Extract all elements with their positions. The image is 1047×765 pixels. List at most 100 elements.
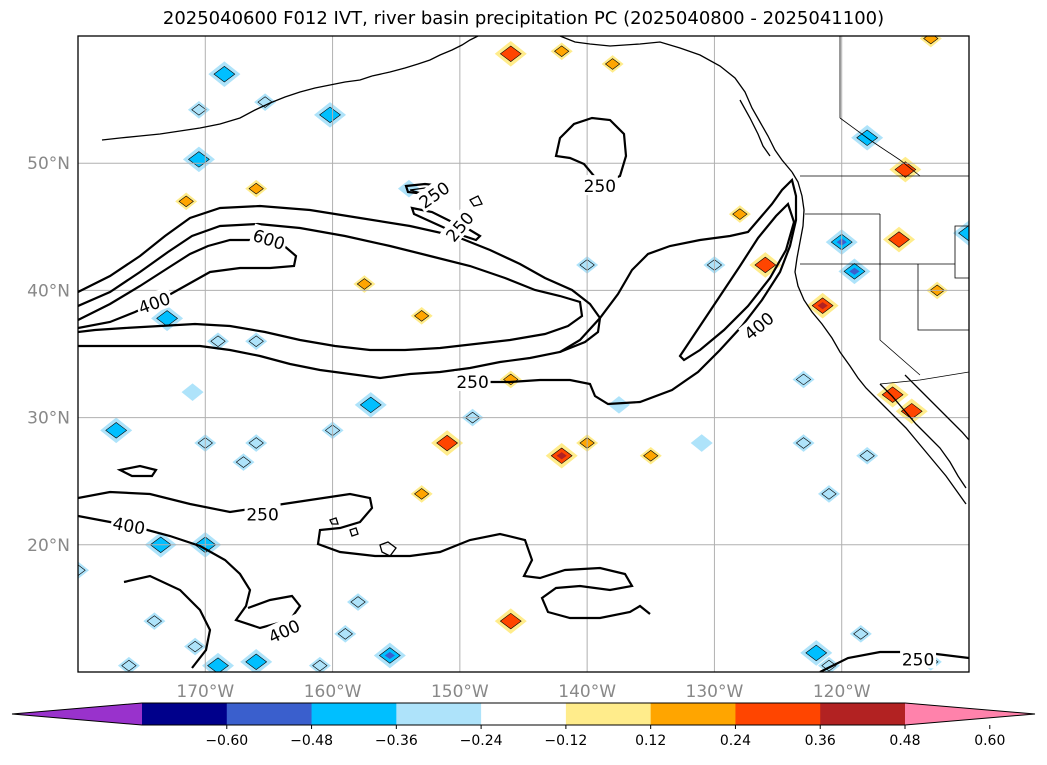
colorbar-tick-label: −0.60 <box>205 733 248 749</box>
border-nv-ut <box>917 264 969 331</box>
border-us-mexico <box>879 371 969 385</box>
svg-text:250: 250 <box>456 373 488 393</box>
precip-patch <box>494 608 527 634</box>
gridlines <box>78 36 969 672</box>
ivt-contour-400-east <box>678 201 796 362</box>
precip-patch <box>800 640 833 666</box>
ivt-contour-250-cutoff <box>554 116 628 184</box>
colorbar-segment <box>650 703 736 725</box>
latitude-tick-label: 20°N <box>27 536 70 556</box>
precip-patch <box>550 42 573 61</box>
latitude-tick-label: 50°N <box>27 154 70 174</box>
longitude-tick-label: 120°W <box>813 682 871 702</box>
colorbar: −0.60 −0.48 −0.36 −0.24 −0.12 0.12 0.24 0.36 0.4… <box>11 702 1036 749</box>
contour-label: 400 <box>109 511 149 539</box>
precip-patch <box>78 561 89 580</box>
precip-patch <box>838 258 871 285</box>
coastline-aleutians <box>101 75 373 141</box>
precip-patch <box>397 179 420 198</box>
ivt-contour-250-east <box>455 177 798 406</box>
precip-patch <box>919 36 942 48</box>
colorbar-tick-label: −0.12 <box>544 733 587 749</box>
precip-patch <box>245 434 268 452</box>
precip-patch <box>882 226 915 253</box>
precip-patch <box>792 370 815 389</box>
island-hawaii-1 <box>379 541 397 557</box>
precip-patch <box>856 446 879 465</box>
precip-patch <box>232 453 255 471</box>
coastline-bc-islands <box>739 99 771 157</box>
precip-patch <box>545 442 578 469</box>
coastline-west-us <box>791 171 967 505</box>
precip-patch <box>601 55 624 73</box>
colorbar-tick-label: −0.24 <box>460 733 503 749</box>
border-layer <box>800 36 969 385</box>
colorbar-extend-high <box>905 703 1035 725</box>
colorbar-outline <box>11 702 1036 726</box>
colorbar-tick-label: −0.48 <box>290 733 333 749</box>
precip-patch <box>494 41 527 67</box>
latitude-tick-label: 30°N <box>27 409 70 429</box>
contour-label: 250 <box>581 175 618 197</box>
precip-patch <box>202 652 235 672</box>
precip-patch <box>245 179 268 198</box>
ivt-contour-250-se <box>819 650 969 672</box>
colorbar-segment <box>226 703 313 725</box>
precip-patch <box>184 637 207 656</box>
colorbar-segment <box>311 703 397 725</box>
colorbar-tick-label: 0.36 <box>805 733 836 749</box>
colorbar-tick-label: 0.24 <box>720 733 751 749</box>
precip-patch <box>431 430 464 456</box>
precip-patch <box>373 642 406 669</box>
ivt-contour-250-south <box>78 490 651 620</box>
precip-patch <box>410 307 433 325</box>
map-background <box>78 36 969 672</box>
latitude-ticks: 20°N 30°N 40°N 50°N <box>27 154 70 556</box>
precip-patch <box>749 252 782 278</box>
precip-patch <box>972 278 1004 304</box>
colorbar-segment <box>820 703 906 725</box>
precip-patch <box>240 649 273 672</box>
precip-patch <box>792 434 815 452</box>
longitude-tick-label: 160°W <box>304 682 362 702</box>
longitude-tick-label: 170°W <box>176 682 234 702</box>
svg-text:250: 250 <box>246 505 278 525</box>
latitude-tick-label: 40°N <box>27 281 70 301</box>
island-hawaii-3 <box>329 517 339 525</box>
svg-text:250: 250 <box>584 177 616 197</box>
precip-patch <box>117 656 140 672</box>
precip-patch <box>817 485 840 503</box>
precip-patch <box>354 392 387 418</box>
precip-patch <box>895 398 928 425</box>
precip-patch <box>347 593 370 611</box>
precip-patch <box>100 417 133 444</box>
longitude-tick-label: 140°W <box>558 682 616 702</box>
precip-patch <box>690 434 713 452</box>
precip-patch <box>978 608 1010 634</box>
colorbar-extend-low <box>12 703 142 725</box>
precip-patch <box>181 383 204 401</box>
ivt-contour-small-ring <box>116 464 158 478</box>
island-hawaii-2 <box>349 527 359 537</box>
colorbar-tick-label: 0.12 <box>635 733 666 749</box>
colorbar-tick-label: 0.60 <box>974 733 1005 749</box>
island-small-2 <box>469 195 483 207</box>
contour-label: 250 <box>900 648 937 670</box>
ivt-contour-250-small-2 <box>410 206 482 242</box>
contour-label: 250 <box>244 503 281 525</box>
precip-patch <box>410 485 433 503</box>
ivt-contour-250-inner <box>78 222 584 352</box>
colorbar-tick-label: 0.48 <box>889 733 920 749</box>
border-bc-east <box>839 117 921 177</box>
ivt-contour-400-sw <box>123 574 212 669</box>
longitude-ticks: 170°W 160°W 150°W 140°W 130°W 120°W <box>176 682 870 702</box>
coastline-mexico <box>904 374 969 441</box>
ivt-contour-250-north <box>78 204 602 380</box>
precip-patch <box>187 100 210 119</box>
precip-patch <box>314 102 347 128</box>
precip-patch <box>245 332 268 351</box>
contour-label: 250 <box>413 175 455 213</box>
coastline-alaska-peninsula <box>371 36 479 77</box>
colorbar-segment <box>565 703 652 725</box>
